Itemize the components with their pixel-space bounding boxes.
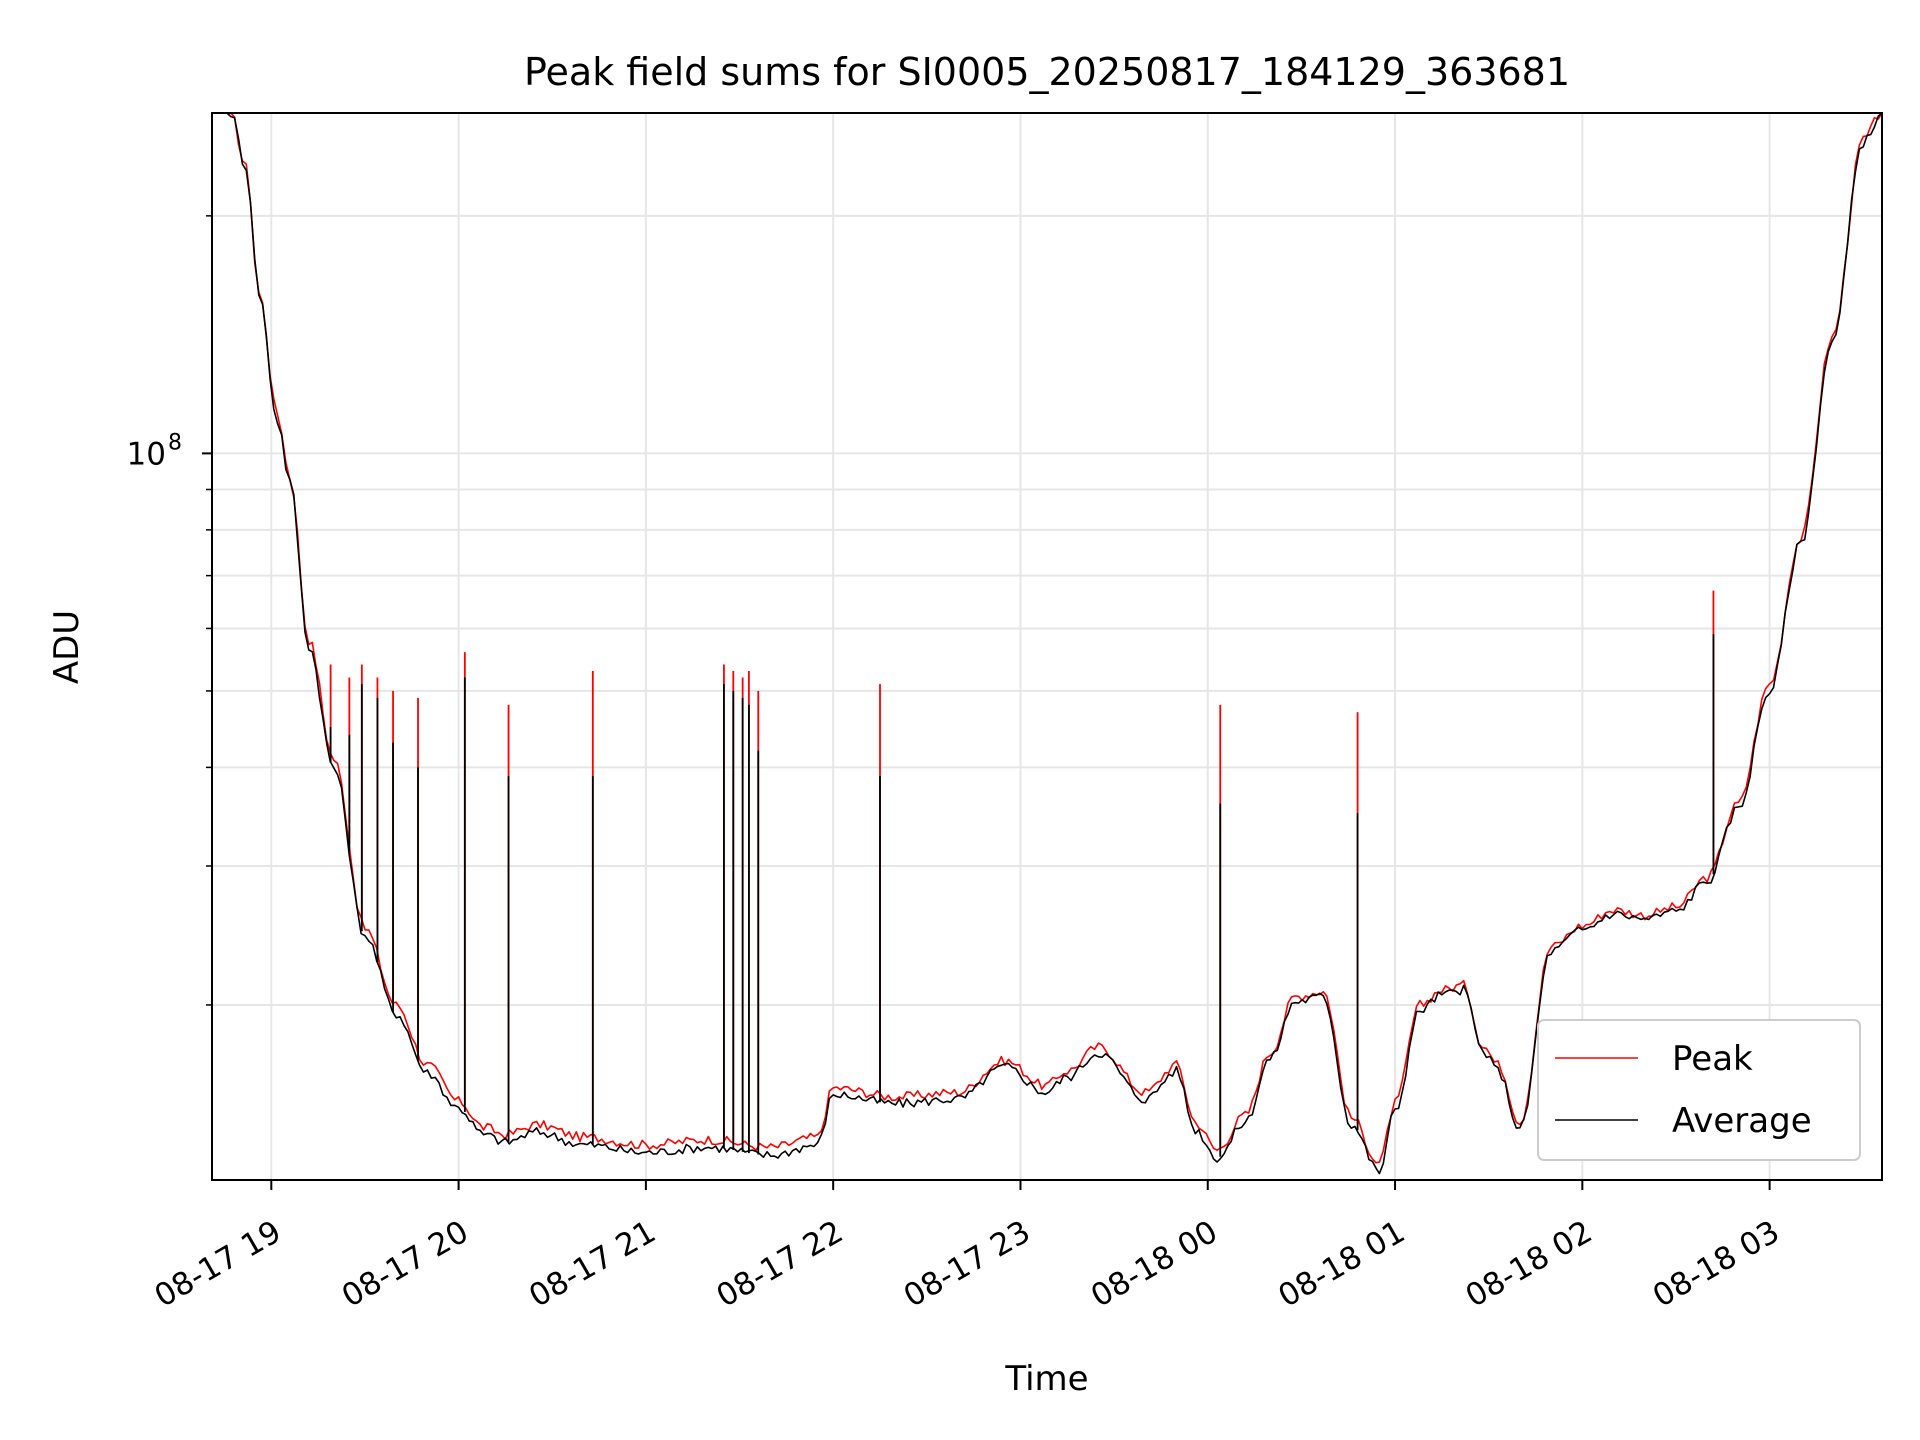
plot-frame [211,112,1883,1181]
y-axis-label: ADU [47,610,87,684]
x-tick-label: 08-18 00 [1085,1214,1224,1315]
y-axis: 10 8 [127,215,212,1006]
x-axis: 08-17 19 08-17 20 08-17 21 08-17 22 08-17 23… [149,1180,1786,1315]
x-tick-label: 08-17 22 [710,1214,849,1315]
x-tick-label: 08-17 23 [898,1214,1037,1315]
grid-lines [212,113,1882,1180]
y-tick-label: 10 [127,436,166,472]
chart-title: Peak field sums for SI0005_20250817_1841… [524,50,1570,94]
legend-average-label: Average [1672,1101,1812,1141]
x-tick-label: 08-17 20 [336,1214,475,1315]
average-series-line [212,113,1882,1175]
x-tick-label: 08-18 02 [1460,1214,1599,1315]
x-tick-label: 08-17 21 [523,1214,662,1315]
x-tick-label: 08-18 03 [1647,1214,1786,1315]
x-tick-label: 08-17 19 [149,1214,288,1315]
x-axis-label: Time [1004,1359,1088,1399]
legend-box [1537,1019,1861,1161]
peak-series-line [212,113,1882,1164]
plot-clip-group [212,113,1882,1175]
legend: Peak Average [1537,1019,1861,1161]
x-tick-label: 08-18 01 [1272,1214,1411,1315]
y-tick-label-exponent: 8 [168,430,182,455]
legend-peak-label: Peak [1672,1039,1753,1079]
